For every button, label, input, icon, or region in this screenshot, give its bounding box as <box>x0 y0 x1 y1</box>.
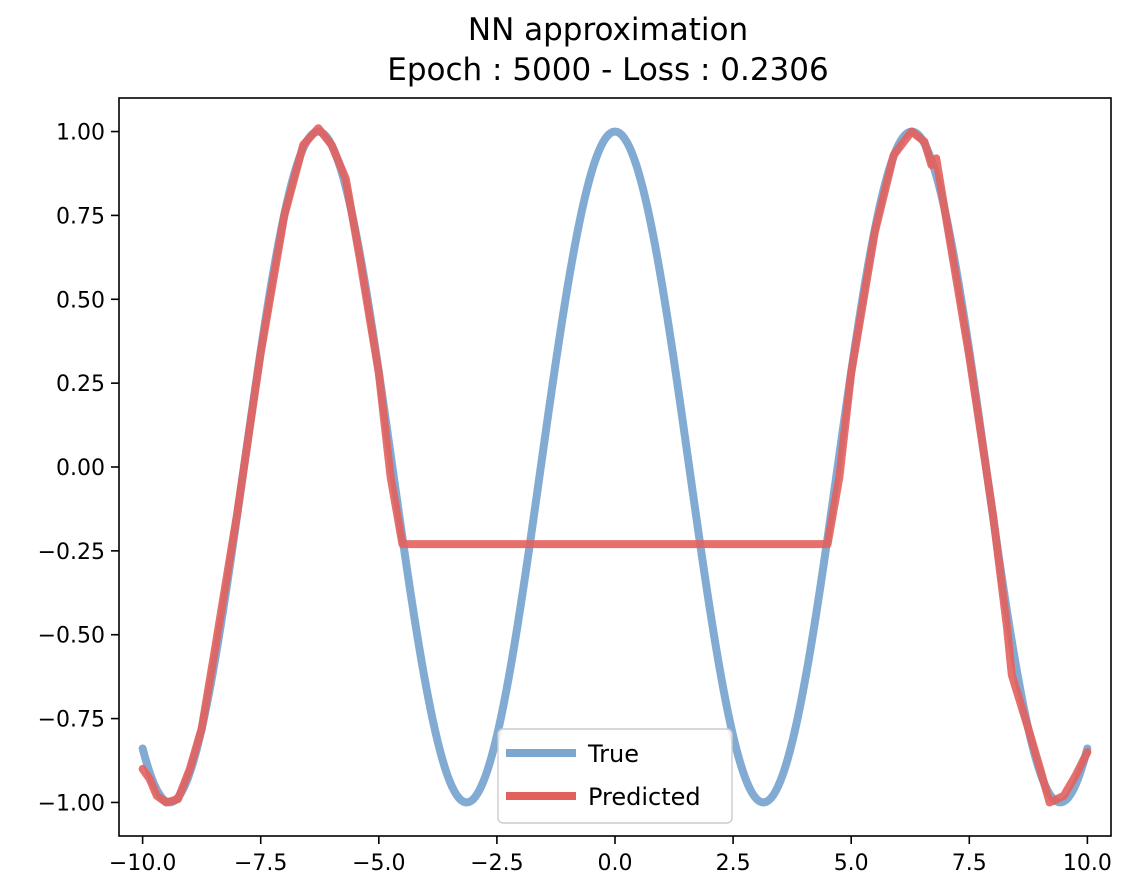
x-tick-label: −10.0 <box>109 851 176 876</box>
x-tick-label: 7.5 <box>952 851 987 876</box>
x-tick-label: 0.0 <box>598 851 633 876</box>
y-tick-label: −1.00 <box>38 791 105 816</box>
x-tick-label: −2.5 <box>470 851 523 876</box>
x-tick-label: 2.5 <box>716 851 751 876</box>
y-tick-label: −0.25 <box>38 540 105 565</box>
x-tick-label: 5.0 <box>834 851 869 876</box>
y-tick-label: 0.25 <box>56 372 105 397</box>
series-layer <box>138 124 1092 807</box>
y-axis: 1.00 0.75 0.50 0.25 0.00 −0.25 −0.50 −0.75 −1.00 <box>38 121 119 816</box>
legend-label-true: True <box>587 740 639 768</box>
x-tick-label: −5.0 <box>352 851 405 876</box>
x-axis: −10.0 −7.5 −5.0 −2.5 0.0 2.5 5.0 7.5 10.0 <box>109 836 1112 876</box>
y-tick-label: 0.00 <box>56 456 105 481</box>
y-tick-label: 0.50 <box>56 288 105 313</box>
y-tick-label: 0.75 <box>56 204 105 229</box>
x-tick-label: 10.0 <box>1063 851 1112 876</box>
series-line-predicted <box>138 124 1092 807</box>
x-tick-label: −7.5 <box>234 851 287 876</box>
legend-label-predicted: Predicted <box>588 783 701 811</box>
y-tick-label: −0.50 <box>38 624 105 649</box>
y-tick-label: −0.75 <box>38 708 105 733</box>
chart-title-line-2: Epoch : 5000 - Loss : 0.2306 <box>387 52 828 88</box>
legend: True Predicted <box>497 728 733 824</box>
chart-title-line-1: NN approximation <box>468 12 748 48</box>
y-tick-label: 1.00 <box>56 121 105 146</box>
